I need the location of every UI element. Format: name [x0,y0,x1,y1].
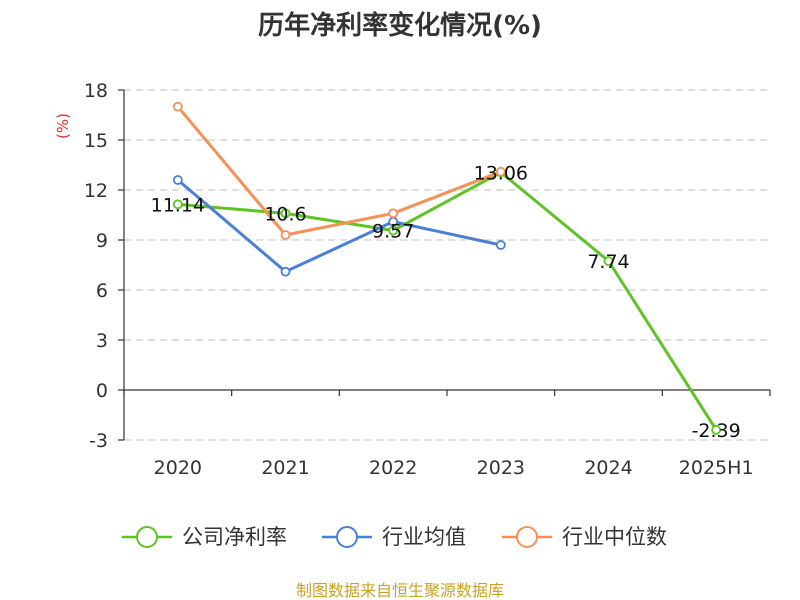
data-point[interactable] [711,424,722,435]
data-point[interactable] [280,230,291,240]
data-point[interactable] [388,208,399,219]
legend-marker-icon [336,526,358,548]
x-tick-label: 2021 [261,457,309,479]
data-point[interactable] [172,199,183,210]
y-tick-label: 0 [96,380,108,402]
data-point[interactable] [495,240,506,250]
data-point[interactable] [172,101,183,112]
y-tick-label: -3 [89,430,108,452]
data-label: 10.6 [264,203,306,225]
data-point[interactable] [495,166,506,177]
y-tick-label: 6 [96,280,108,302]
y-tick-label: 12 [84,180,108,202]
chart-title: 历年净利率变化情况(%) [258,10,542,41]
data-label: 11.14 [151,194,205,216]
legend-label: 行业中位数 [562,525,667,549]
data-point[interactable] [280,266,291,277]
legend-item-1[interactable]: 行业均值 [322,525,466,549]
x-tick-label: 2020 [154,457,202,479]
y-axis-label: (%) [54,113,72,139]
gridlines [124,89,770,441]
x-tick-label: 2025H1 [679,457,754,479]
legend-label: 行业均值 [382,525,466,549]
x-tick-label: 2024 [584,457,632,479]
series-line-1 [176,178,502,274]
y-tick-label: 3 [96,330,108,352]
legend-label: 公司净利率 [182,525,287,549]
data-point[interactable] [603,256,614,266]
legend-marker-icon [516,526,538,548]
data-labels: 11.14 10.6 9.57 13.06 7.74 -2.39 [151,162,741,442]
y-tick-label: 15 [84,130,108,152]
data-point[interactable] [172,175,183,185]
series-layer [172,101,722,435]
axes: 18 15 12 9 6 3 0 -3 2020 2021 2022 2023 2024 2025H1 [84,80,771,479]
data-label: -2.39 [692,420,741,442]
legend-marker-icon [136,526,158,548]
legend-item-2[interactable]: 行业中位数 [502,525,667,549]
y-tick-label: 18 [84,80,108,102]
legend-item-0[interactable]: 公司净利率 [122,525,287,549]
y-tick-label: 9 [96,230,108,252]
source-note: 制图数据来自恒生聚源数据库 [296,581,504,600]
data-label: 9.57 [372,221,414,243]
legend[interactable]: 公司净利率 行业均值 行业中位数 [122,525,667,549]
data-label: 7.74 [587,251,629,273]
series-line-2 [176,105,502,237]
data-point[interactable] [280,208,291,219]
data-label: 13.06 [474,162,528,184]
x-tick-label: 2022 [369,457,417,479]
x-tick-label: 2023 [477,457,525,479]
